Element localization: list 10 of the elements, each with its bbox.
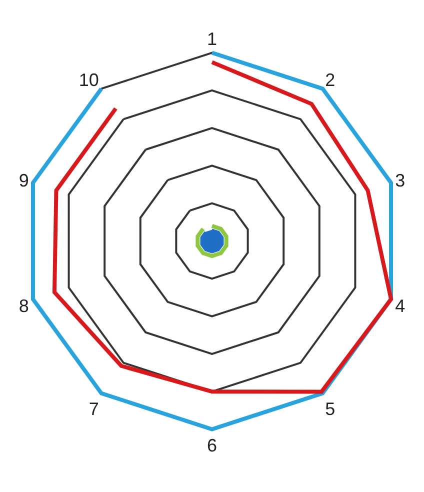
spoke-label: 5 xyxy=(325,399,336,419)
spoke-label: 4 xyxy=(395,296,406,316)
spoke-label: 7 xyxy=(88,399,99,419)
spoke-label: 3 xyxy=(395,170,406,190)
spoke-label: 9 xyxy=(18,170,29,190)
spoke-label: 10 xyxy=(78,70,99,90)
spoke-label: 1 xyxy=(206,28,218,49)
spoke-label: 8 xyxy=(18,296,29,316)
spoke-label: 2 xyxy=(325,70,336,90)
spoke-label: 6 xyxy=(206,436,218,456)
